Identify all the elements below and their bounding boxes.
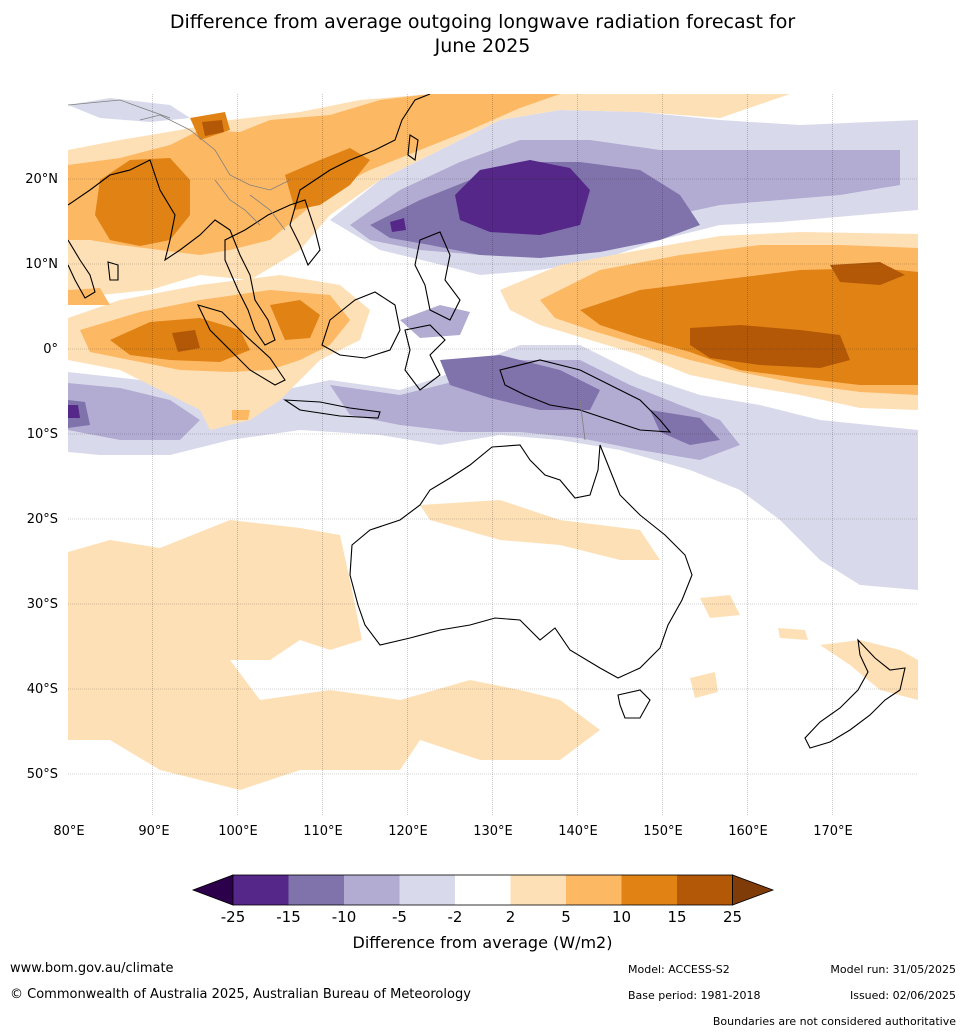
sulawesi-outline (404, 324, 446, 391)
sumatra-outline (196, 304, 286, 386)
coastlines (68, 94, 906, 749)
lon-label: 160°E (728, 824, 768, 839)
forecast-map: 20°N 10°N 0° 10°S 20°S 30°S 40°S 50°S 80… (25, 94, 918, 839)
copyright-text: © Commonwealth of Australia 2025, Austra… (10, 987, 471, 1002)
colorbar-extend-low (191, 874, 234, 906)
australia-outline (349, 444, 693, 679)
colorbar: -25 -15 -10 -5 -2 2 5 10 15 25 (191, 874, 775, 926)
base-period: Base period: 1981-2018 (628, 989, 761, 1002)
colorbar-tick-label: -5 (392, 908, 407, 926)
website-link[interactable]: www.bom.gov.au/climate (10, 961, 174, 976)
colorbar-swatch (288, 875, 344, 905)
anomaly-region-south-positive (68, 520, 600, 790)
lon-label: 80°E (53, 824, 84, 839)
lon-label: 90°E (138, 824, 169, 839)
lon-label: 170°E (813, 824, 853, 839)
lat-label: 20°N (25, 172, 58, 187)
colorbar-swatch (510, 875, 566, 905)
java-outline (283, 399, 381, 419)
colorbar-swatches (191, 874, 775, 906)
colorbar-tick-label: -10 (332, 908, 357, 926)
model-run-date: Model run: 31/05/2025 (830, 963, 956, 976)
lon-label: 140°E (558, 824, 598, 839)
colorbar-tick-label: -2 (448, 908, 463, 926)
lat-label: 20°S (27, 512, 58, 527)
asia-coastline (68, 94, 431, 346)
colorbar-swatch (344, 875, 400, 905)
country-borders (68, 99, 586, 441)
colorbar-ticks: -25 -15 -10 -5 -2 2 5 10 15 25 (221, 908, 742, 926)
anomaly-region-tropical-negative (68, 345, 918, 590)
lat-label: 50°S (27, 767, 58, 782)
latitude-labels: 20°N 10°N 0° 10°S 20°S 30°S 40°S 50°S (25, 172, 58, 782)
colorbar-title: Difference from average (W/m2) (352, 933, 613, 952)
colorbar-tick-label: -15 (276, 908, 301, 926)
borneo-outline (321, 291, 401, 359)
chart-title: Difference from average outgoing longwav… (0, 10, 965, 58)
lat-label: 0° (43, 342, 58, 357)
lon-label: 130°E (473, 824, 513, 839)
lat-label: 10°S (27, 427, 58, 442)
colorbar-swatch (677, 875, 733, 905)
colorbar-tick-label: 2 (506, 908, 516, 926)
colorbar-tick-label: 25 (723, 908, 742, 926)
gridlines (68, 94, 918, 816)
colorbar-tick-label: 15 (667, 908, 686, 926)
colorbar-outline (232, 874, 733, 906)
title-line-1: Difference from average outgoing longwav… (169, 11, 796, 33)
title-line-2: June 2025 (434, 35, 531, 57)
philippines-outline (414, 231, 461, 321)
colorbar-swatch (455, 875, 511, 905)
colorbar-swatch (233, 875, 289, 905)
new-guinea-outline (499, 359, 672, 433)
lon-label: 110°E (303, 824, 343, 839)
lat-label: 10°N (25, 257, 58, 272)
anomaly-field (68, 94, 918, 816)
issued-date: Issued: 02/06/2025 (849, 989, 956, 1002)
colorbar-extend-high (732, 874, 775, 906)
lat-label: 30°S (27, 597, 58, 612)
tasmania-outline (617, 689, 651, 719)
longitude-labels: 80°E 90°E 100°E 110°E 120°E 130°E 140°E … (53, 824, 852, 839)
new-zealand-outline (804, 638, 906, 749)
colorbar-tick-label: 5 (561, 908, 571, 926)
model-name: Model: ACCESS-S2 (628, 963, 730, 976)
lon-label: 150°E (643, 824, 683, 839)
lon-label: 100°E (218, 824, 258, 839)
colorbar-swatch (399, 875, 455, 905)
colorbar-swatch (566, 875, 622, 905)
colorbar-tick-label: 10 (612, 908, 631, 926)
lat-label: 40°S (27, 682, 58, 697)
boundary-disclaimer: Boundaries are not considered authoritat… (712, 1015, 956, 1028)
colorbar-swatch (621, 875, 677, 905)
lon-label: 120°E (388, 824, 428, 839)
colorbar-tick-label: -25 (221, 908, 246, 926)
